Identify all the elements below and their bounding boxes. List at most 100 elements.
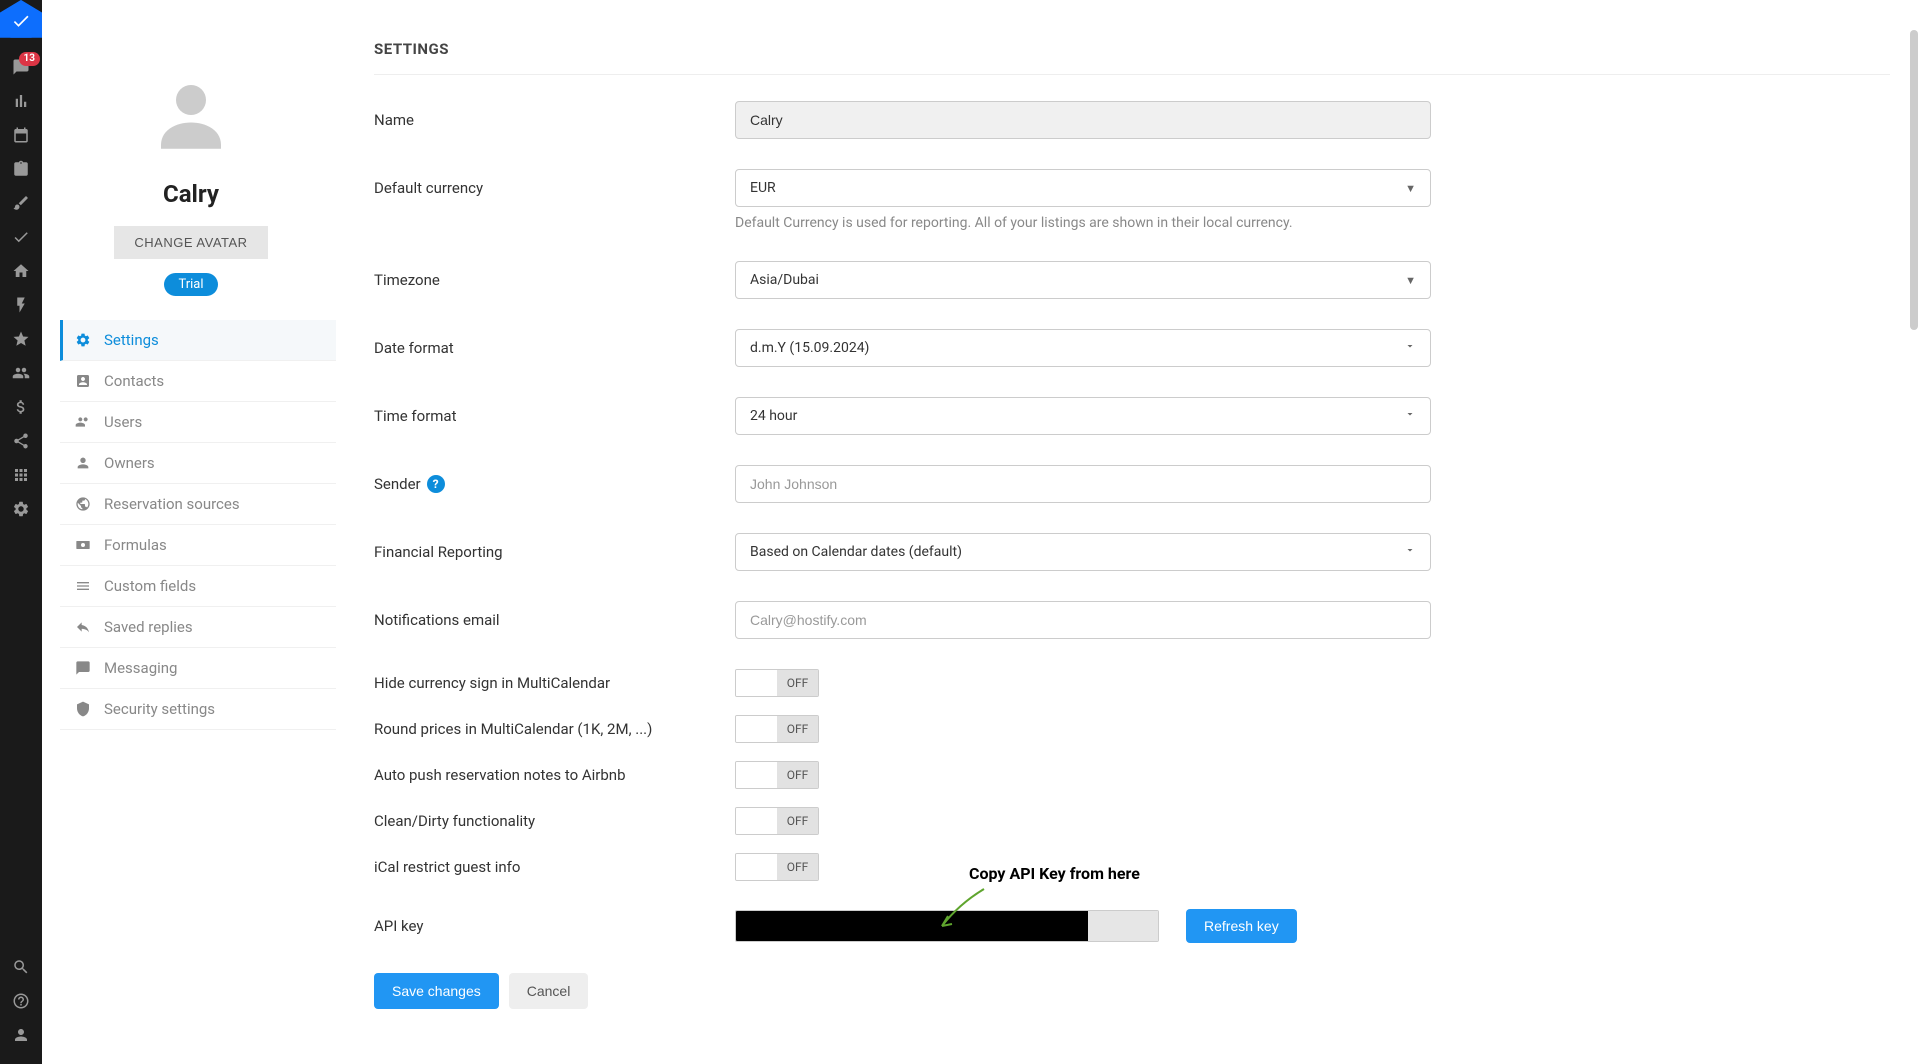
profile-panel: Calry CHANGE AVATAR Trial Settings Conta… (42, 0, 340, 730)
settings-subnav: Settings Contacts Users Owners Reservati… (42, 320, 340, 730)
subnav-label: Messaging (104, 659, 177, 677)
subnav-label: Reservation sources (104, 495, 240, 513)
main-content: SETTINGS Name Default currency EUR ▼ Def… (374, 0, 1890, 1009)
apikey-tail (1088, 911, 1158, 941)
chat-icon[interactable]: 13 (0, 50, 42, 84)
users-icon[interactable] (0, 356, 42, 390)
ical-label: iCal restrict guest info (374, 858, 735, 876)
scrollbar[interactable] (1906, 0, 1920, 1064)
change-avatar-button[interactable]: CHANGE AVATAR (114, 226, 267, 259)
analytics-icon[interactable] (0, 84, 42, 118)
profile-name: Calry (42, 180, 340, 208)
caret-down-icon: ▼ (1405, 274, 1416, 287)
subnav-formulas[interactable]: Formulas (60, 525, 336, 566)
search-icon[interactable] (0, 950, 42, 984)
subnav-security[interactable]: Security settings (60, 689, 336, 730)
list-icon (74, 577, 92, 595)
apps-icon[interactable] (0, 458, 42, 492)
subnav-saved-replies[interactable]: Saved replies (60, 607, 336, 648)
currency-help-text: Default Currency is used for reporting. … (735, 215, 1890, 231)
globe-icon (74, 495, 92, 513)
annotation-arrow-icon (934, 884, 994, 934)
autopush-label: Auto push reservation notes to Airbnb (374, 766, 735, 784)
hidecurrency-label: Hide currency sign in MultiCalendar (374, 674, 735, 692)
annotation: Copy API Key from here (969, 864, 1140, 883)
chevron-down-icon (1404, 340, 1416, 356)
subnav-label: Owners (104, 454, 155, 472)
person-icon (74, 454, 92, 472)
timeformat-label: Time format (374, 407, 735, 425)
app-logo[interactable] (0, 0, 42, 42)
dollar-icon[interactable] (0, 390, 42, 424)
roundprices-label: Round prices in MultiCalendar (1K, 2M, .… (374, 720, 735, 738)
sender-input[interactable] (735, 465, 1431, 503)
bolt-icon[interactable] (0, 288, 42, 322)
currency-select[interactable]: EUR ▼ (735, 169, 1431, 207)
page-title: SETTINGS (374, 40, 1890, 75)
dateformat-select[interactable]: d.m.Y (15.09.2024) (735, 329, 1431, 367)
subnav-label: Formulas (104, 536, 167, 554)
caret-down-icon: ▼ (1405, 182, 1416, 195)
star-icon[interactable] (0, 322, 42, 356)
chat-badge: 13 (19, 52, 40, 66)
scrollbar-thumb[interactable] (1910, 30, 1918, 330)
clipboard-icon[interactable] (0, 152, 42, 186)
subnav-label: Contacts (104, 372, 164, 390)
dateformat-value: d.m.Y (15.09.2024) (750, 340, 869, 356)
timezone-select[interactable]: Asia/Dubai ▼ (735, 261, 1431, 299)
financial-value: Based on Calendar dates (default) (750, 544, 962, 560)
subnav-custom-fields[interactable]: Custom fields (60, 566, 336, 607)
subnav-owners[interactable]: Owners (60, 443, 336, 484)
cancel-button[interactable]: Cancel (509, 973, 589, 1009)
subnav-label: Users (104, 413, 142, 431)
share-icon[interactable] (0, 424, 42, 458)
avatar-placeholder (146, 70, 236, 160)
help-tooltip-icon[interactable]: ? (427, 475, 445, 493)
currency-label: Default currency (374, 179, 735, 197)
financial-select[interactable]: Based on Calendar dates (default) (735, 533, 1431, 571)
subnav-settings[interactable]: Settings (60, 320, 336, 361)
reply-icon (74, 618, 92, 636)
apikey-redacted (736, 911, 1088, 941)
hidecurrency-toggle[interactable]: OFF (735, 669, 819, 697)
name-label: Name (374, 111, 735, 129)
money-icon (74, 536, 92, 554)
contacts-icon (74, 372, 92, 390)
save-button[interactable]: Save changes (374, 973, 499, 1009)
subnav-messaging[interactable]: Messaging (60, 648, 336, 689)
cleandirty-toggle[interactable]: OFF (735, 807, 819, 835)
gear-icon[interactable] (0, 492, 42, 526)
trial-badge: Trial (164, 273, 217, 296)
home-icon[interactable] (0, 254, 42, 288)
subnav-label: Security settings (104, 700, 215, 718)
check-icon[interactable] (0, 220, 42, 254)
users-icon (74, 413, 92, 431)
sender-label: Sender ? (374, 475, 735, 493)
currency-value: EUR (750, 180, 776, 196)
calendar-icon[interactable] (0, 118, 42, 152)
help-icon[interactable] (0, 984, 42, 1018)
name-input[interactable] (735, 101, 1431, 139)
user-icon[interactable] (0, 1018, 42, 1052)
dateformat-label: Date format (374, 339, 735, 357)
timeformat-select[interactable]: 24 hour (735, 397, 1431, 435)
autopush-toggle[interactable]: OFF (735, 761, 819, 789)
left-rail: 13 (0, 0, 42, 1064)
refresh-key-button[interactable]: Refresh key (1186, 909, 1297, 943)
subnav-users[interactable]: Users (60, 402, 336, 443)
roundprices-toggle[interactable]: OFF (735, 715, 819, 743)
subnav-label: Saved replies (104, 618, 193, 636)
subnav-contacts[interactable]: Contacts (60, 361, 336, 402)
chevron-down-icon (1404, 408, 1416, 424)
timezone-value: Asia/Dubai (750, 272, 819, 288)
subnav-label: Custom fields (104, 577, 196, 595)
notif-input[interactable] (735, 601, 1431, 639)
subnav-reservation-sources[interactable]: Reservation sources (60, 484, 336, 525)
annotation-text: Copy API Key from here (969, 864, 1140, 883)
apikey-label: API key (374, 917, 735, 935)
notif-label: Notifications email (374, 611, 735, 629)
financial-label: Financial Reporting (374, 543, 735, 561)
shield-icon (74, 700, 92, 718)
brush-icon[interactable] (0, 186, 42, 220)
ical-toggle[interactable]: OFF (735, 853, 819, 881)
